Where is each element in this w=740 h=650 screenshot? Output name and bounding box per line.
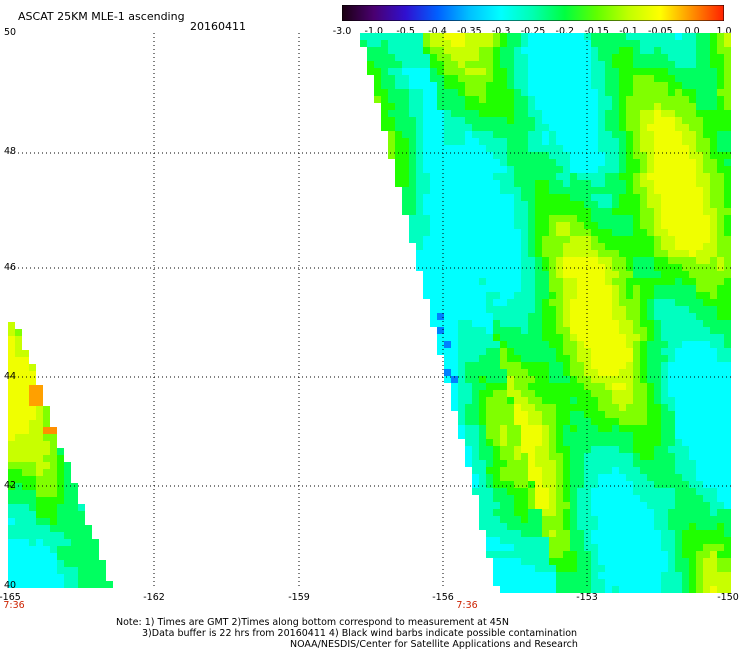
- lat-label: 44: [4, 371, 17, 382]
- time-label: 7:36: [456, 600, 478, 611]
- lat-label: 42: [4, 480, 17, 491]
- time-label: 7:36: [3, 600, 25, 611]
- lon-label: -159: [288, 592, 310, 603]
- lat-label: 50: [4, 27, 17, 38]
- colorbar-tick-label: 1.0: [716, 26, 732, 37]
- swath-left: [8, 322, 113, 588]
- colorbar-tick-label: -0.1: [619, 26, 638, 37]
- lon-label: -162: [143, 592, 165, 603]
- footnote-line-3: NOAA/NESDIS/Center for Satellite Applica…: [290, 639, 578, 650]
- colorbar: [342, 5, 724, 21]
- colorbar-tick-label: 0.0: [684, 26, 700, 37]
- colorbar-tick-label: -0.05: [648, 26, 673, 37]
- footnote-line-1: Note: 1) Times are GMT 2)Times along bot…: [116, 617, 509, 628]
- lon-label: -150: [717, 592, 739, 603]
- lon-label: -153: [576, 592, 598, 603]
- swath-right: [360, 33, 731, 593]
- colorbar-tick-label: -0.15: [584, 26, 609, 37]
- colorbar-tick-label: -0.5: [396, 26, 415, 37]
- product-title: ASCAT 25KM MLE-1 ascending: [18, 10, 185, 23]
- colorbar-tick-label: -0.25: [520, 26, 546, 37]
- lon-label: -165: [0, 592, 21, 603]
- colorbar-tick-label: -0.35: [457, 26, 482, 37]
- graticule: [10, 33, 731, 588]
- colorbar-gradient: [342, 5, 724, 21]
- lat-label: 46: [4, 262, 17, 273]
- colorbar-tick-label: -3.0: [332, 26, 352, 37]
- lat-label: 48: [4, 146, 17, 157]
- footnote-line-2: 3)Data buffer is 22 hrs from 20160411 4)…: [142, 628, 578, 639]
- colorbar-tick-label: -0.4: [428, 26, 447, 37]
- product-date: 20160411: [190, 20, 246, 33]
- lon-label: -156: [432, 592, 454, 603]
- colorbar-tick-label: -0.2: [555, 26, 575, 37]
- lat-label: 40: [4, 580, 17, 591]
- colorbar-tick-label: -0.3: [491, 26, 511, 37]
- colorbar-tick-label: -1.0: [364, 26, 384, 37]
